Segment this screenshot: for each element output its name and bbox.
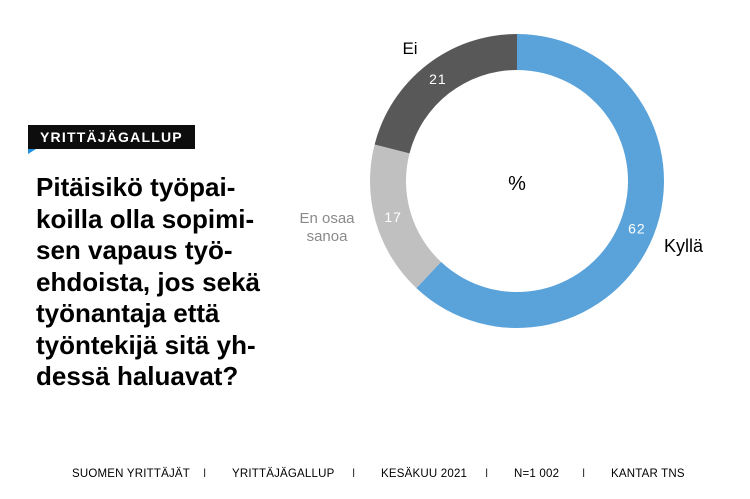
donut-chart: 62 Kyllä 17 En osaa sanoa 21 Ei% xyxy=(299,34,704,328)
footer-separator: I xyxy=(582,468,586,480)
footer-item-date: KESÄKUU 2021 xyxy=(381,468,468,480)
question-line: ehdoista, jos sekä xyxy=(36,266,260,297)
donut-slice-en-osaa-sanoa xyxy=(370,144,442,289)
value-label-kylla: 62 xyxy=(628,220,646,236)
question-line: sen vapaus työ- xyxy=(36,235,233,265)
footer-item-sample-size: N=1 002 xyxy=(514,468,560,480)
badge-accent-mark xyxy=(28,149,36,154)
footer: SUOMEN YRITTÄJÄT I YRITTÄJÄGALLUP I KESÄ… xyxy=(0,468,750,484)
donut-slice-kylla xyxy=(416,34,665,328)
question-line: työntekijä sitä yh- xyxy=(36,329,256,360)
footer-item-publisher: SUOMEN YRITTÄJÄT xyxy=(72,468,190,480)
question-line: dessä haluavat? xyxy=(36,361,239,391)
category-label-en-osaa-sanoa: En osaa sanoa xyxy=(299,210,355,245)
center-percent-label: % xyxy=(508,173,526,195)
donut-slice-ei xyxy=(374,34,517,154)
footer-separator: I xyxy=(485,468,489,480)
question-line: koilla olla sopimi- xyxy=(36,203,255,234)
yrittajagallup-badge: YRITTÄJÄGALLUP xyxy=(28,125,195,149)
value-label-ei: 21 xyxy=(429,71,447,87)
footer-separator: I xyxy=(203,468,207,480)
value-label-en-osaa-sanoa: 17 xyxy=(384,209,402,225)
footer-item-survey: YRITTÄJÄGALLUP xyxy=(232,468,335,480)
footer-separator: I xyxy=(352,468,356,480)
category-label-kylla: Kyllä xyxy=(664,236,704,256)
footer-item-source: KANTAR TNS xyxy=(611,468,685,480)
question-line: Pitäisikö työpai- xyxy=(36,172,236,202)
question-title: Pitäisikö työpai- koilla olla sopimi- se… xyxy=(36,172,306,393)
category-label-ei: Ei xyxy=(402,39,417,58)
question-line: työnantaja että xyxy=(36,298,220,328)
